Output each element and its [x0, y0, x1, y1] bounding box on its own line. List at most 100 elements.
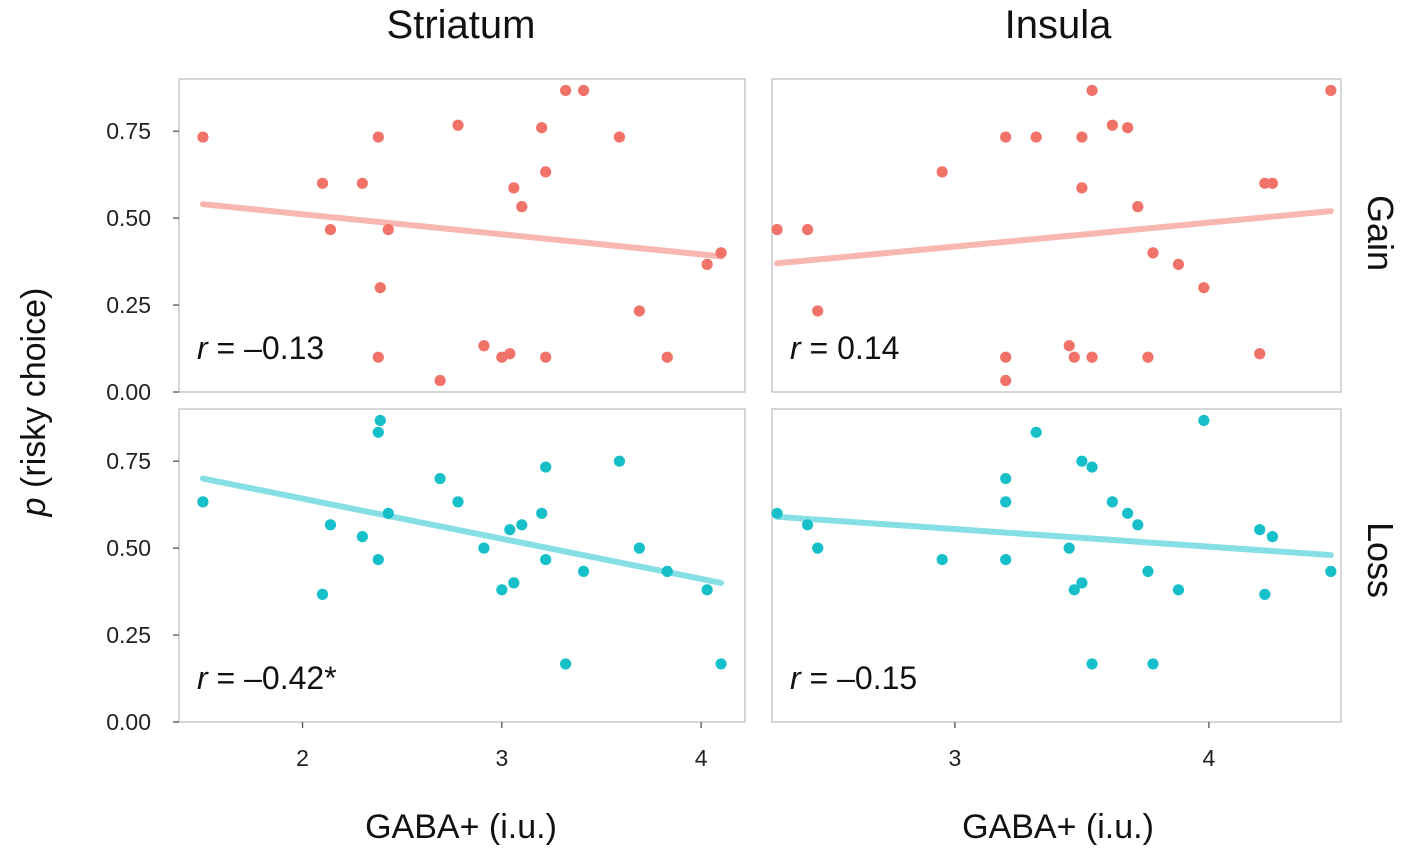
data-point	[1266, 177, 1279, 189]
y-tick-label: 0.50	[106, 205, 151, 231]
data-point	[452, 496, 464, 508]
fit-line	[774, 513, 1334, 559]
data-point	[1132, 519, 1144, 531]
y-axis-title: p (risky choice)	[15, 288, 53, 518]
data-point	[1000, 351, 1012, 363]
data-point	[478, 542, 490, 554]
data-point	[1000, 496, 1012, 508]
data-point	[1000, 374, 1012, 387]
data-point	[1076, 182, 1088, 194]
column-title-insula: Insula	[1005, 3, 1112, 47]
panel-striatum-gain: 0.00 0.25 0.50 0.75 r = –0.13	[106, 78, 746, 405]
data-point	[452, 119, 464, 131]
data-point	[1106, 119, 1118, 131]
panel-frame	[178, 408, 746, 723]
y-axis-title-rest: (risky choice)	[15, 288, 53, 498]
data-point	[1122, 507, 1134, 519]
data-point	[504, 348, 516, 360]
x-tick-label: 4	[695, 745, 708, 771]
y-axis-title-italic: p	[15, 497, 53, 517]
data-point	[1198, 282, 1210, 294]
data-point	[613, 131, 626, 143]
data-point	[540, 553, 552, 566]
data-point	[1106, 496, 1118, 508]
panels-layer: 0.000.250.500.75r = –0.13 r = 0.140.000.2…	[106, 78, 1342, 771]
data-point	[1142, 351, 1154, 363]
r-annotation-value: = –0.15	[801, 660, 918, 696]
data-point	[560, 658, 572, 670]
panel-frame	[178, 78, 746, 393]
data-point	[496, 584, 508, 596]
data-point	[633, 305, 645, 317]
data-point	[1198, 414, 1210, 427]
data-point	[1000, 131, 1012, 143]
row-label-loss: Loss	[1360, 522, 1401, 598]
data-point	[508, 182, 520, 194]
panel-insula-loss: 3 4 r = –0.15	[771, 408, 1342, 771]
data-point	[1122, 122, 1134, 134]
data-point	[508, 577, 520, 589]
data-point	[1030, 131, 1042, 143]
data-point	[516, 201, 528, 213]
data-point	[577, 565, 590, 578]
data-point	[936, 166, 948, 178]
data-point	[1063, 340, 1075, 352]
data-point	[1325, 84, 1337, 97]
data-point	[1254, 348, 1266, 360]
data-point	[316, 177, 329, 189]
x-tick-label: 4	[1203, 745, 1216, 771]
data-point	[1068, 351, 1080, 363]
data-point	[324, 223, 337, 236]
data-point	[613, 455, 626, 467]
data-point	[1254, 524, 1266, 536]
data-point	[1172, 258, 1185, 270]
data-point	[936, 553, 948, 566]
data-point	[372, 426, 384, 438]
data-point	[1086, 461, 1098, 473]
data-point	[197, 496, 209, 508]
r-annotation-value: = 0.14	[801, 330, 900, 366]
r-annotation-symbol: r	[790, 660, 802, 696]
data-point	[1000, 472, 1012, 485]
data-point	[1142, 565, 1154, 578]
x-tick-label: 3	[495, 745, 508, 771]
data-point	[1086, 658, 1098, 670]
r-annotation-symbol: r	[790, 330, 802, 366]
data-point	[1063, 542, 1075, 554]
data-point	[1076, 455, 1088, 467]
y-tick-label: 0.75	[106, 118, 151, 144]
data-point	[715, 247, 727, 259]
data-point	[316, 588, 329, 600]
data-point	[324, 519, 337, 531]
data-point	[1266, 531, 1279, 543]
x-axis-title-striatum: GABA+ (i.u.)	[365, 808, 557, 846]
y-tick-label: 0.25	[106, 292, 151, 318]
data-point	[1172, 584, 1185, 596]
fit-line	[199, 201, 725, 260]
data-point	[1000, 553, 1012, 566]
data-point	[701, 258, 713, 270]
data-point	[536, 122, 548, 134]
panel-frame	[771, 408, 1342, 723]
x-tick-label: 2	[296, 745, 309, 771]
data-point	[382, 507, 394, 519]
data-point	[372, 553, 384, 566]
data-point	[356, 177, 368, 189]
r-annotation-value: = –0.13	[208, 330, 325, 366]
data-point	[1086, 84, 1098, 97]
data-point	[801, 519, 814, 531]
r-annotation: r = –0.42*	[197, 660, 337, 696]
row-label-gain: Gain	[1360, 195, 1401, 271]
data-point	[801, 223, 814, 236]
panel-striatum-loss: 0.00 0.25 0.50 0.75 2 3 4 r = –0.42*	[106, 408, 746, 771]
data-point	[434, 472, 446, 485]
data-point	[1068, 584, 1080, 596]
data-point	[540, 351, 552, 363]
data-point	[372, 351, 384, 363]
r-annotation: r = –0.15	[790, 660, 917, 696]
data-point	[382, 223, 394, 236]
data-point	[1132, 201, 1144, 213]
data-point	[812, 305, 824, 317]
data-point	[560, 84, 572, 97]
